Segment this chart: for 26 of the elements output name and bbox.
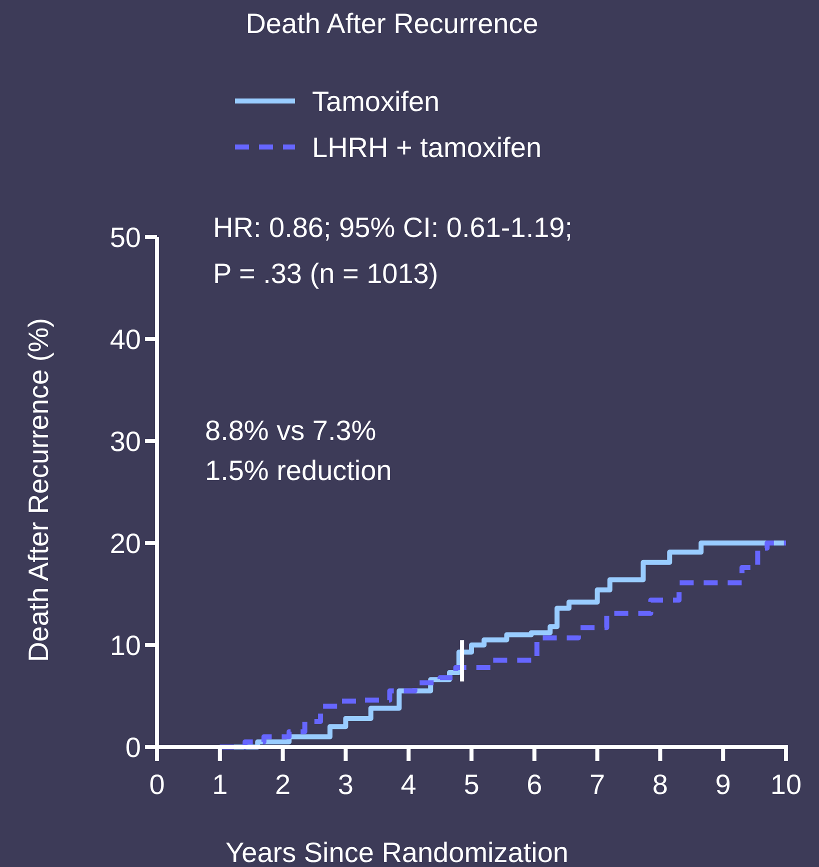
annotation: 8.8% vs 7.3% (205, 415, 376, 446)
legend-label: LHRH + tamoxifen (312, 132, 542, 163)
x-tick-label: 3 (338, 769, 354, 800)
annotation: P = .33 (n = 1013) (213, 258, 438, 289)
y-tick-label: 40 (110, 324, 141, 355)
x-tick-label: 5 (464, 769, 480, 800)
x-tick-label: 6 (526, 769, 542, 800)
x-tick-label: 2 (275, 769, 291, 800)
y-tick-label: 0 (125, 732, 141, 763)
y-tick-label: 10 (110, 630, 141, 661)
annotation: 1.5% reduction (205, 455, 392, 486)
x-tick-label: 7 (590, 769, 606, 800)
legend-label: Tamoxifen (312, 86, 440, 117)
x-tick-label: 0 (149, 769, 165, 800)
y-tick-label: 30 (110, 426, 141, 457)
y-axis-title: Death After Recurrence (%) (23, 318, 54, 662)
x-axis-title: Years Since Randomization (226, 837, 568, 867)
x-tick-label: 8 (652, 769, 668, 800)
x-tick-label: 9 (715, 769, 731, 800)
x-tick-label: 10 (770, 769, 802, 800)
chart-title: Death After Recurrence (246, 8, 538, 39)
y-tick-label: 50 (110, 222, 141, 253)
x-tick-label: 4 (400, 769, 416, 800)
x-tick-label: 1 (212, 769, 228, 800)
y-tick-label: 20 (110, 528, 141, 559)
annotation: HR: 0.86; 95% CI: 0.61-1.19; (213, 212, 573, 243)
